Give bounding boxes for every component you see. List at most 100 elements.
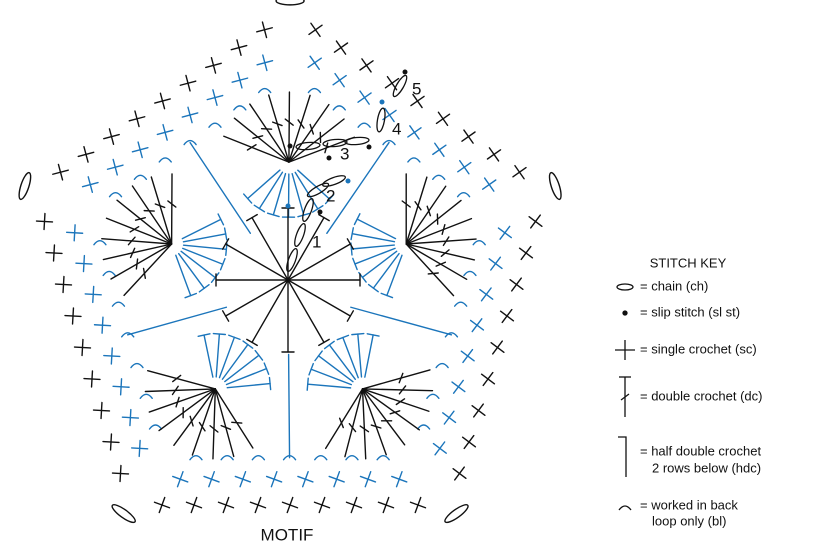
back-loop	[189, 455, 203, 461]
stitch	[150, 176, 173, 245]
stitch	[356, 218, 397, 240]
stitch	[324, 388, 364, 450]
back-loop	[314, 455, 328, 461]
hdc	[127, 306, 228, 336]
stitch	[528, 216, 543, 227]
stitch	[432, 144, 447, 156]
stitch	[158, 388, 217, 432]
stitch	[405, 199, 462, 245]
stitch	[246, 213, 258, 222]
stitch	[361, 388, 406, 446]
key-item: = half double crochet	[640, 443, 761, 458]
round-label: 3	[340, 144, 349, 163]
stitch	[348, 423, 357, 433]
chain	[444, 504, 469, 524]
stitch	[102, 440, 120, 444]
stitch	[354, 247, 396, 265]
stitch	[432, 442, 447, 454]
stitch	[357, 333, 363, 378]
stitch	[361, 369, 431, 390]
back-loop	[158, 157, 172, 163]
stitch	[405, 243, 468, 281]
stitch	[35, 220, 54, 223]
stitch	[212, 89, 218, 107]
stitch	[346, 238, 355, 250]
stitch	[297, 169, 331, 200]
stitch	[134, 110, 140, 128]
stitch	[214, 388, 254, 449]
stitch	[288, 94, 311, 163]
chain	[376, 107, 386, 133]
slip-stitch-dots	[287, 69, 408, 215]
key-item: = double crochet (dc)	[640, 388, 762, 403]
key-item: loop only (bl)	[652, 513, 726, 528]
stitch	[191, 388, 217, 456]
stitch	[435, 261, 447, 267]
stitch	[308, 24, 323, 36]
slip-stitch-dots-blue	[285, 99, 385, 209]
stitch	[361, 388, 430, 412]
stitch	[288, 103, 330, 163]
stitch	[147, 370, 217, 390]
stitch	[217, 213, 225, 226]
stitch	[405, 217, 473, 245]
stitch	[75, 262, 93, 265]
stitch	[405, 243, 476, 261]
stitch	[395, 470, 403, 488]
stitch	[287, 216, 325, 281]
stitch	[367, 283, 379, 293]
stitch	[426, 205, 432, 217]
stitch	[486, 149, 502, 160]
stitch	[318, 213, 330, 222]
stitch	[219, 257, 226, 271]
stitch	[222, 496, 230, 514]
stitch	[131, 185, 173, 245]
chain	[322, 175, 346, 187]
stitch	[268, 94, 290, 163]
stitch	[272, 172, 287, 216]
chain	[295, 141, 321, 151]
chain	[286, 248, 298, 272]
stitch	[87, 176, 94, 194]
stitch	[306, 377, 309, 391]
stitch	[262, 54, 268, 72]
stitch	[197, 333, 211, 337]
stitch	[287, 279, 325, 344]
key-title: STITCH KEY	[650, 255, 727, 270]
chain	[548, 171, 562, 201]
stitch	[372, 252, 400, 289]
stitch	[172, 374, 182, 383]
stitch	[361, 250, 398, 279]
stitch	[350, 244, 395, 250]
stitch	[223, 135, 290, 163]
stitch	[182, 244, 228, 250]
stitch	[333, 470, 341, 488]
back-loop	[133, 174, 148, 180]
stitch	[221, 238, 230, 250]
stitch	[287, 279, 352, 317]
stitch	[251, 216, 289, 281]
back-loop	[432, 174, 446, 180]
stitch	[364, 470, 372, 488]
back-loop	[111, 301, 126, 307]
stitch	[405, 185, 447, 245]
stitch	[93, 324, 112, 327]
stitch	[346, 310, 355, 322]
stitch-key	[615, 283, 635, 511]
stitch	[137, 141, 143, 159]
stitch	[398, 385, 407, 395]
back-loop	[251, 455, 266, 461]
back-loop	[376, 455, 390, 461]
stitch	[135, 258, 139, 270]
stitch	[224, 354, 260, 383]
stitch	[380, 292, 394, 299]
stitch	[469, 319, 485, 331]
round-label: 4	[392, 119, 401, 138]
stitch	[452, 468, 467, 479]
stitch	[228, 334, 241, 341]
back-loop	[139, 393, 153, 399]
stitch	[73, 346, 92, 349]
stitch	[260, 127, 273, 130]
stitch	[239, 470, 247, 488]
stitch	[246, 338, 258, 347]
